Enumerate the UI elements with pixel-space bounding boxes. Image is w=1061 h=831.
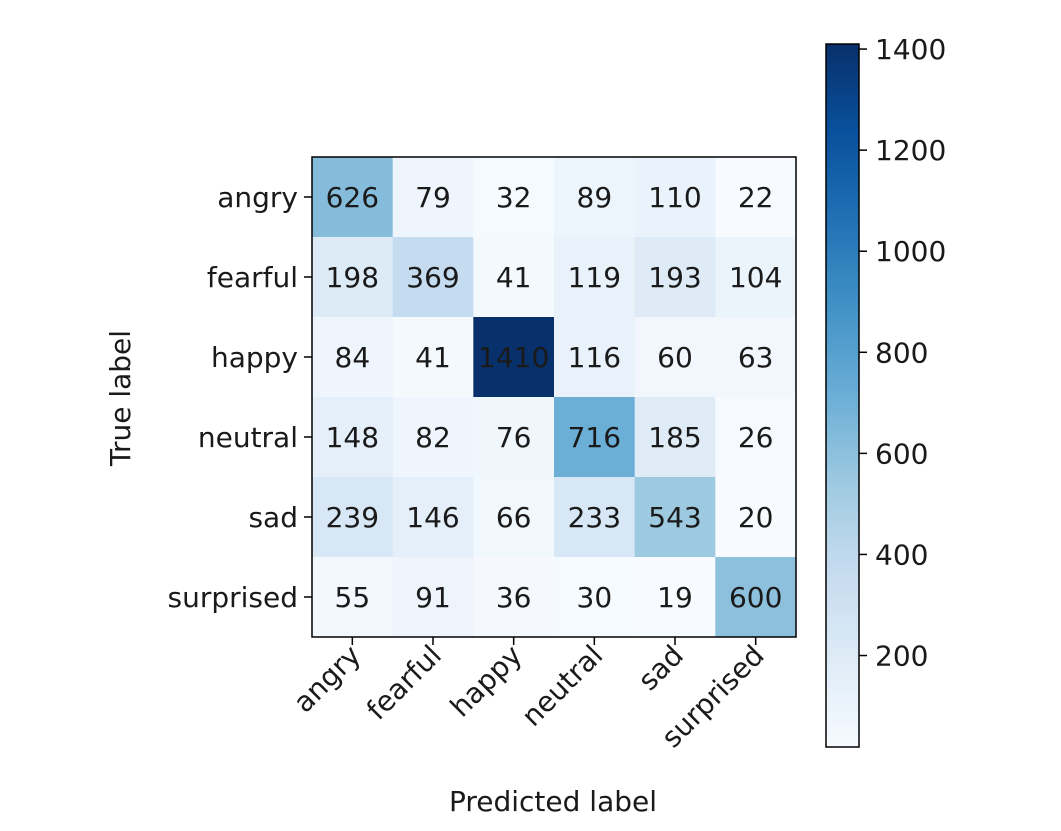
heatmap-cell	[312, 317, 394, 398]
colorbar-tick-label: 800	[875, 336, 928, 369]
heatmap-cell	[392, 237, 474, 318]
heatmap-cell	[634, 157, 716, 238]
cell-value-label: 41	[496, 261, 532, 294]
cell-value-label: 119	[568, 261, 621, 294]
cell-value-label: 30	[577, 581, 613, 614]
cell-value-label: 63	[738, 341, 774, 374]
cell-value-label: 76	[496, 421, 532, 454]
heatmap-cell	[554, 157, 636, 238]
y-tick-label: angry	[217, 181, 298, 214]
heatmap-cell	[392, 397, 474, 478]
heatmap-cell	[634, 557, 716, 638]
heatmap-cell	[473, 317, 555, 398]
heatmap-cell	[715, 317, 797, 398]
heatmap-cell	[554, 477, 636, 558]
heatmap-cell	[473, 397, 555, 478]
x-tick-label: sad	[632, 639, 690, 697]
heatmap-cell	[634, 397, 716, 478]
cell-value-label: 82	[415, 421, 451, 454]
cell-value-label: 626	[326, 181, 379, 214]
heatmap-cell	[634, 237, 716, 318]
heatmap-cell	[715, 557, 797, 638]
heatmap-cell	[715, 237, 797, 318]
x-tick-label: angry	[287, 639, 367, 719]
cell-value-label: 193	[648, 261, 701, 294]
y-tick-label: neutral	[198, 421, 298, 454]
cell-value-label: 1410	[478, 341, 549, 374]
heatmap-cell	[715, 397, 797, 478]
cell-value-label: 148	[326, 421, 379, 454]
cell-value-label: 91	[415, 581, 451, 614]
cell-value-label: 36	[496, 581, 532, 614]
x-axis-label: Predicted label	[449, 785, 657, 818]
cell-value-label: 89	[577, 181, 613, 214]
cell-value-label: 185	[648, 421, 701, 454]
cell-value-label: 20	[738, 501, 774, 534]
heatmap-cell	[312, 557, 394, 638]
cell-value-label: 26	[738, 421, 774, 454]
heatmap-cell	[554, 317, 636, 398]
colorbar-tick-label: 200	[875, 640, 928, 673]
cell-value-label: 110	[648, 181, 701, 214]
colorbar-tick-label: 1000	[875, 235, 946, 268]
colorbar-tick-label: 600	[875, 437, 928, 470]
cell-value-label: 19	[657, 581, 693, 614]
colorbar-tick-label: 1200	[875, 134, 946, 167]
x-tick-label: neutral	[515, 639, 609, 733]
heatmap-cell	[634, 477, 716, 558]
heatmap-cells	[312, 157, 797, 638]
y-tick-label: surprised	[168, 581, 299, 614]
cell-value-label: 55	[335, 581, 371, 614]
heatmap-cell	[554, 237, 636, 318]
colorbar-tick-label: 400	[875, 538, 928, 571]
heatmap-cell	[715, 157, 797, 238]
heatmap-cell	[312, 157, 394, 238]
heatmap-cell	[473, 157, 555, 238]
cell-value-label: 233	[568, 501, 621, 534]
y-axis-ticks: angry fearful happy neutral sad surprised	[168, 181, 312, 614]
heatmap-cell	[554, 557, 636, 638]
cell-value-labels: 626 79 32 89 110 22 198 369 41 119 193 104 84 41 1410 1…	[326, 181, 783, 614]
cell-value-label: 66	[496, 501, 532, 534]
cell-value-label: 600	[729, 581, 782, 614]
heatmap-cell	[473, 477, 555, 558]
heatmap-cell	[554, 397, 636, 478]
heatmap-cell	[392, 557, 474, 638]
heatmap-cell	[715, 477, 797, 558]
heatmap-cell	[312, 237, 394, 318]
cell-value-label: 22	[738, 181, 774, 214]
cell-value-label: 716	[568, 421, 621, 454]
heatmap-cell	[473, 557, 555, 638]
heatmap-cell	[312, 397, 394, 478]
cell-value-label: 41	[415, 341, 451, 374]
plot-frame	[311, 156, 797, 638]
y-tick-label: sad	[248, 501, 298, 534]
heatmap-cell	[473, 237, 555, 318]
cell-value-label: 79	[415, 181, 451, 214]
heatmap-cell	[392, 477, 474, 558]
cell-value-label: 146	[406, 501, 459, 534]
colorbar-tick-label: 1400	[875, 33, 946, 66]
cell-value-label: 60	[657, 341, 693, 374]
cell-value-label: 116	[568, 341, 621, 374]
colorbar	[825, 43, 860, 748]
heatmap-cell	[392, 157, 474, 238]
cell-value-label: 84	[335, 341, 371, 374]
heatmap-cell	[392, 317, 474, 398]
heatmap-cell	[634, 317, 716, 398]
cell-value-label: 32	[496, 181, 532, 214]
cell-value-label: 104	[729, 261, 782, 294]
cell-value-label: 543	[648, 501, 701, 534]
x-tick-label: fearful	[360, 639, 448, 727]
cell-value-label: 369	[406, 261, 459, 294]
y-tick-label: fearful	[207, 261, 298, 294]
heatmap-cell	[312, 477, 394, 558]
y-axis-label: True label	[104, 330, 137, 467]
colorbar-ticks: 200 400 600 800 1000 1200 1400	[859, 33, 946, 673]
cell-value-label: 239	[326, 501, 379, 534]
cell-value-label: 198	[326, 261, 379, 294]
y-tick-label: happy	[211, 341, 298, 374]
